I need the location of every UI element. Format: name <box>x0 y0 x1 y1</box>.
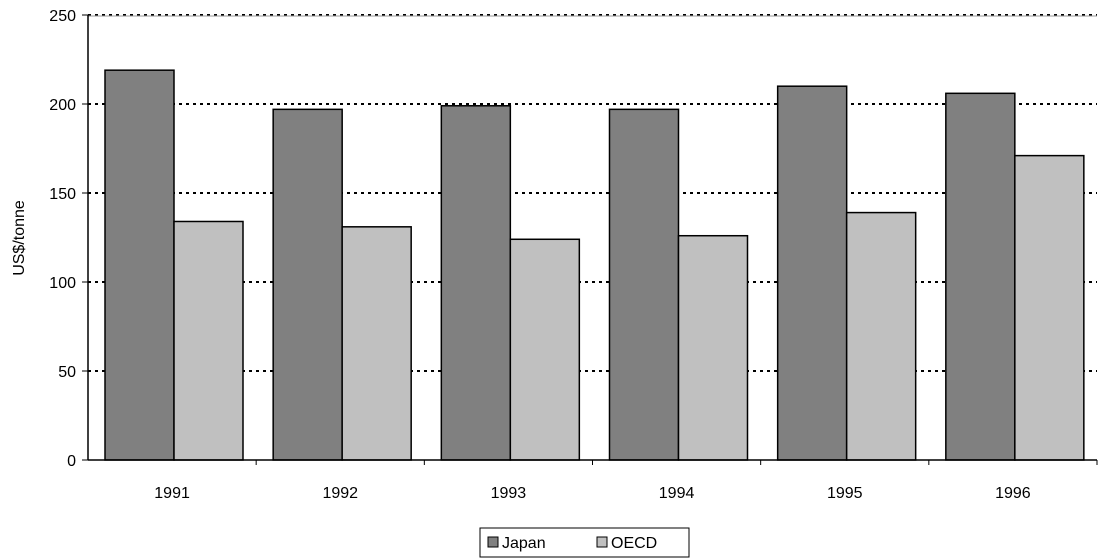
bar-japan-1991 <box>104 69 175 461</box>
y-tick-label: 200 <box>49 97 76 114</box>
legend: Japan OECD <box>479 527 690 558</box>
bar-japan-1993 <box>440 105 512 461</box>
bar-oecd-1992 <box>341 226 412 461</box>
x-tick-label: 1996 <box>995 485 1031 502</box>
bar-japan-1996 <box>945 92 1016 461</box>
y-tick-label: 250 <box>49 8 76 25</box>
gridlines <box>88 14 1097 372</box>
legend-swatch-oecd <box>596 536 608 548</box>
legend-label-japan: Japan <box>502 535 546 552</box>
y-tick-label: 100 <box>49 275 76 292</box>
x-tick-label: 1995 <box>827 485 863 502</box>
bar-oecd-1991 <box>173 220 244 461</box>
x-tick-label: 1992 <box>322 485 358 502</box>
bar-oecd-1994 <box>677 234 749 461</box>
bars <box>104 69 1085 461</box>
x-tick-label: 1991 <box>154 485 190 502</box>
bar-oecd-1995 <box>845 211 917 461</box>
bar-japan-1994 <box>608 108 680 461</box>
y-axis-title: US$/tonne <box>11 200 28 276</box>
x-tick-label: 1993 <box>491 485 527 502</box>
legend-label-oecd: OECD <box>611 535 657 552</box>
axes: 0 50 100 150 200 250 1991 1992 1993 1994 1995 1996 <box>49 8 1098 502</box>
bar-oecd-1993 <box>509 238 581 461</box>
bar-japan-1992 <box>272 108 343 461</box>
bar-japan-1995 <box>776 85 848 461</box>
bar-oecd-1996 <box>1014 154 1085 461</box>
y-tick-label: 0 <box>67 453 76 470</box>
legend-box <box>479 527 690 558</box>
legend-swatch-japan <box>487 536 499 548</box>
y-tick-label: 50 <box>58 364 76 381</box>
y-tick-label: 150 <box>49 186 76 203</box>
x-tick-label: 1994 <box>659 485 695 502</box>
